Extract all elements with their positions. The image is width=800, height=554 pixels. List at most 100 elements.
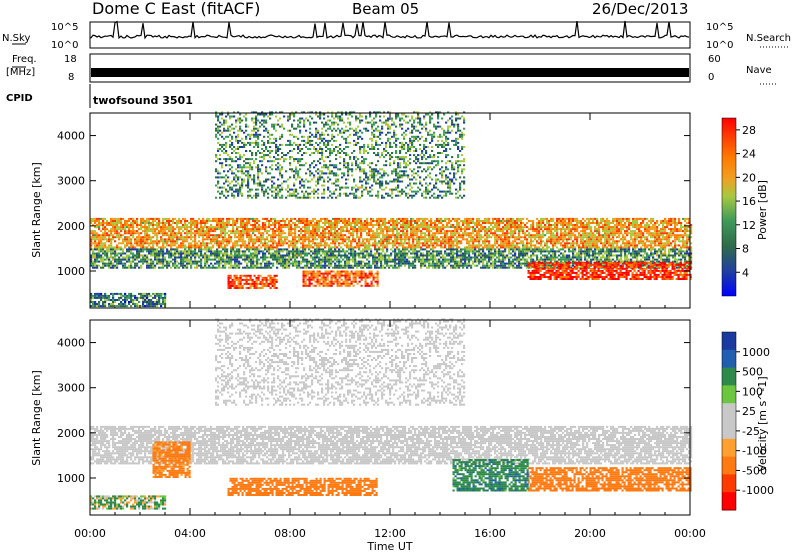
echo-cell [402,230,405,233]
echo-cell [480,260,483,263]
echo-cell [518,217,521,220]
echo-cell [194,248,197,251]
echo-cell [468,222,471,224]
echo-cell [218,256,221,259]
echo-cell [404,248,407,251]
echo-cell [102,252,105,255]
echo-cell [302,240,305,243]
echo-cell [526,238,529,241]
echo-cell [324,244,327,247]
echo-cell [96,244,99,247]
echo-cell [146,230,149,233]
echo-cell [280,220,283,222]
echo-cell [482,252,485,255]
echo-cell [370,238,373,241]
echo-cell [248,244,251,247]
echo-cell [606,236,609,239]
echo-cell [310,260,313,263]
echo-cell [638,242,641,245]
echo-cell [354,217,357,220]
echo-cell [214,240,217,243]
echo-cell [382,264,385,267]
echo-cell [102,226,105,229]
echo-cell [256,222,259,224]
echo-cell [496,230,499,233]
echo-cell [496,264,499,267]
echo-cell [586,238,589,241]
echo-cell [494,266,497,269]
echo-cell [488,266,491,269]
echo-cell [142,258,145,261]
echo-cell [558,242,561,245]
echo-cell [308,224,311,226]
echo-cell [156,248,159,251]
echo-cell [202,266,205,269]
echo-cell [402,256,405,259]
echo-cell [634,224,637,226]
echo-cell [150,217,153,220]
echo-cell [388,256,391,259]
echo-cell [92,220,95,222]
echo-cell [264,252,267,255]
echo-cell [194,252,197,255]
echo-cell [378,266,381,269]
echo-cell [274,252,277,255]
echo-cell [114,256,117,259]
echo-cell [154,217,157,220]
echo-cell [386,250,389,253]
echo-cell [254,260,257,263]
echo-cell [474,234,477,237]
echo-cell [626,217,629,220]
echo-cell [666,224,669,226]
echo-cell [148,262,151,265]
echo-cell [516,217,519,220]
echo-cell [250,246,253,249]
echo-cell [460,258,463,261]
echo-cell [424,258,427,261]
echo-cell [230,252,233,255]
echo-cell [320,238,323,241]
echo-cell [436,240,439,243]
echo-cell [454,234,457,237]
echo-cell [268,240,271,243]
echo-cell [186,232,189,235]
echo-cell [196,262,199,265]
echo-cell [416,258,419,261]
echo-cell [582,230,585,233]
echo-cell [480,258,483,261]
echo-cell [276,230,279,233]
echo-cell [224,248,227,251]
echo-cell [442,256,445,259]
echo-cell [408,242,411,245]
echo-cell [254,248,257,251]
echo-cell [396,248,399,251]
echo-cell [176,222,179,224]
echo-cell [322,258,325,261]
echo-cell [584,246,587,249]
echo-cell [594,240,597,243]
echo-cell [92,232,95,235]
echo-cell [104,242,107,245]
echo-cell [92,230,95,233]
echo-cell [274,240,277,243]
echo-cell [484,252,487,255]
echo-cell [348,258,351,261]
echo-cell [608,226,611,229]
echo-cell [250,240,253,243]
echo-cell [434,256,437,259]
echo-cell [462,248,465,251]
echo-cell [478,230,481,233]
echo-cell [438,226,441,229]
echo-cell [602,217,605,220]
echo-cell [192,260,195,263]
echo-cell [306,238,309,241]
echo-cell [180,252,183,255]
echo-cell [524,232,527,235]
echo-cell [452,252,455,255]
echo-cell [396,258,399,261]
echo-cell [152,266,155,269]
echo-cell [356,217,359,220]
echo-cell [114,246,117,249]
echo-cell [432,242,435,245]
echo-cell [112,228,115,231]
